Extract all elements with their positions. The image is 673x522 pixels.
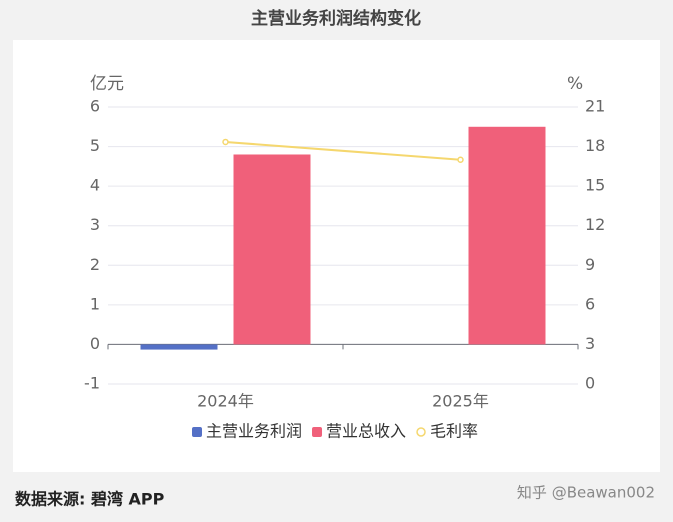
legend-label: 营业总收入 [326,422,406,441]
y-tick-label: 1 [90,294,100,313]
y2-tick-label: 18 [585,136,605,155]
y2-axis-label: % [567,74,583,94]
y2-tick-label: 12 [585,215,605,234]
y-tick-label: 0 [90,334,100,353]
line-point [222,138,229,146]
legend-label: 毛利率 [430,422,478,441]
y-tick-label: 4 [90,176,100,195]
y2-tick-label: 21 [585,97,605,116]
x-tick-label: 2025年 [432,392,489,411]
line-point [457,156,464,164]
chart-title: 主营业务利润结构变化 [251,8,421,29]
y2-tick-label: 3 [585,334,595,353]
panel [13,40,660,472]
credit: 知乎 @Beawan002 [517,484,655,502]
x-tick-label: 2024年 [197,392,254,411]
y2-tick-label: 9 [585,255,595,274]
y-tick-label: 2 [90,255,100,274]
bar [233,154,311,345]
legend-marker [192,427,202,437]
bar [468,126,546,345]
y2-tick-label: 15 [585,176,605,195]
legend-marker [312,427,323,437]
legend-label: 主营业务利润 [206,422,302,441]
y2-tick-label: 6 [585,294,595,313]
source: 数据来源: 碧湾 APP [15,490,165,509]
y2-tick-label: 0 [585,374,595,393]
line [225,140,461,161]
y-tick-label: -1 [84,374,100,393]
y-tick-label: 3 [90,215,100,234]
legend-marker [416,427,426,437]
y-axis-label: 亿元 [90,74,124,94]
y-tick-label: 6 [90,97,100,116]
bar [140,344,218,350]
y-tick-label: 5 [90,136,100,155]
